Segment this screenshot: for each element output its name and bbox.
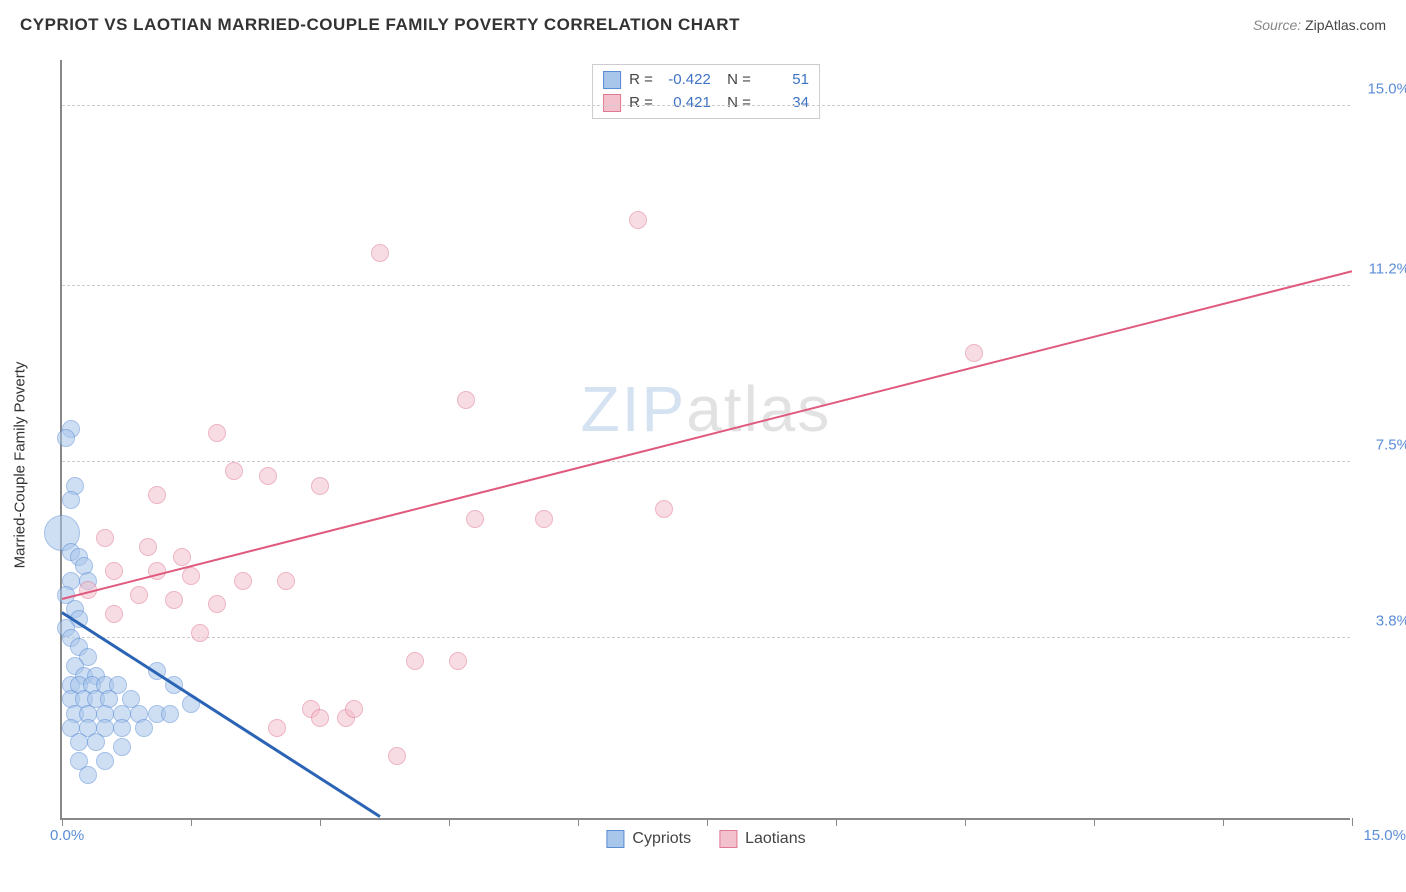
source-value: ZipAtlas.com	[1305, 17, 1386, 33]
x-tick	[449, 818, 450, 826]
x-tick	[578, 818, 579, 826]
stats-row-cypriots: R = -0.422 N = 51	[603, 69, 809, 92]
gridline-h	[62, 637, 1350, 638]
scatter-point	[311, 477, 329, 495]
scatter-point	[268, 719, 286, 737]
legend-swatch-laotians	[719, 830, 737, 848]
scatter-point	[345, 700, 363, 718]
scatter-point	[135, 719, 153, 737]
n-value-laotians: 34	[759, 92, 809, 115]
y-axis-label: Married-Couple Family Poverty	[12, 362, 29, 569]
stats-row-laotians: R = 0.421 N = 34	[603, 92, 809, 115]
gridline-h	[62, 461, 1350, 462]
scatter-point	[208, 424, 226, 442]
scatter-point	[466, 510, 484, 528]
scatter-point	[96, 752, 114, 770]
x-tick	[965, 818, 966, 826]
scatter-point	[105, 562, 123, 580]
scatter-point	[113, 719, 131, 737]
scatter-point	[96, 529, 114, 547]
scatter-point	[70, 733, 88, 751]
scatter-point	[79, 766, 97, 784]
scatter-point	[234, 572, 252, 590]
gridline-h	[62, 105, 1350, 106]
scatter-point	[130, 586, 148, 604]
scatter-point	[148, 486, 166, 504]
r-value-laotians: 0.421	[661, 92, 711, 115]
r-value-cypriots: -0.422	[661, 69, 711, 92]
stats-legend-box: R = -0.422 N = 51 R = 0.421 N = 34	[592, 64, 820, 119]
x-tick	[836, 818, 837, 826]
swatch-cypriots	[603, 71, 621, 89]
scatter-point	[449, 652, 467, 670]
legend-label-cypriots: Cypriots	[632, 830, 691, 848]
scatter-point	[388, 747, 406, 765]
scatter-point	[259, 467, 277, 485]
scatter-point	[62, 491, 80, 509]
n-value-cypriots: 51	[759, 69, 809, 92]
legend-label-laotians: Laotians	[745, 830, 806, 848]
chart-source: Source: ZipAtlas.com	[1253, 17, 1386, 33]
scatter-point	[57, 429, 75, 447]
scatter-point	[161, 705, 179, 723]
legend-item-cypriots: Cypriots	[606, 830, 691, 848]
x-axis-max-label: 15.0%	[1363, 827, 1406, 844]
scatter-point	[165, 591, 183, 609]
scatter-point	[113, 738, 131, 756]
x-tick	[320, 818, 321, 826]
x-tick	[1352, 818, 1353, 826]
scatter-point	[173, 548, 191, 566]
legend-item-laotians: Laotians	[719, 830, 806, 848]
x-axis-origin-label: 0.0%	[50, 827, 84, 844]
y-tick-label: 15.0%	[1367, 80, 1406, 97]
trend-line	[62, 270, 1352, 600]
y-tick-label: 11.2%	[1369, 261, 1406, 278]
scatter-point	[311, 709, 329, 727]
plot-area: ZIPatlas R = -0.422 N = 51 R = 0.421 N =…	[60, 60, 1350, 820]
y-tick-label: 3.8%	[1376, 612, 1406, 629]
scatter-point	[655, 500, 673, 518]
scatter-point	[191, 624, 209, 642]
x-tick	[1094, 818, 1095, 826]
chart-title: CYPRIOT VS LAOTIAN MARRIED-COUPLE FAMILY…	[20, 15, 740, 35]
source-label: Source:	[1253, 17, 1301, 33]
scatter-point	[277, 572, 295, 590]
scatter-point	[406, 652, 424, 670]
x-tick	[707, 818, 708, 826]
scatter-point	[965, 344, 983, 362]
x-tick	[62, 818, 63, 826]
chart-header: CYPRIOT VS LAOTIAN MARRIED-COUPLE FAMILY…	[0, 0, 1406, 40]
scatter-point	[208, 595, 226, 613]
scatter-point	[629, 211, 647, 229]
watermark-part1: ZIP	[581, 373, 687, 445]
scatter-point	[105, 605, 123, 623]
x-tick	[191, 818, 192, 826]
y-tick-label: 7.5%	[1376, 436, 1406, 453]
scatter-point	[535, 510, 553, 528]
legend-swatch-cypriots	[606, 830, 624, 848]
legend-bottom: Cypriots Laotians	[606, 830, 805, 848]
scatter-point	[371, 244, 389, 262]
chart-container: Married-Couple Family Poverty ZIPatlas R…	[50, 60, 1390, 870]
scatter-point	[225, 462, 243, 480]
scatter-point	[182, 567, 200, 585]
swatch-laotians	[603, 94, 621, 112]
scatter-point	[87, 733, 105, 751]
gridline-h	[62, 285, 1350, 286]
scatter-point	[457, 391, 475, 409]
scatter-point	[139, 538, 157, 556]
x-tick	[1223, 818, 1224, 826]
